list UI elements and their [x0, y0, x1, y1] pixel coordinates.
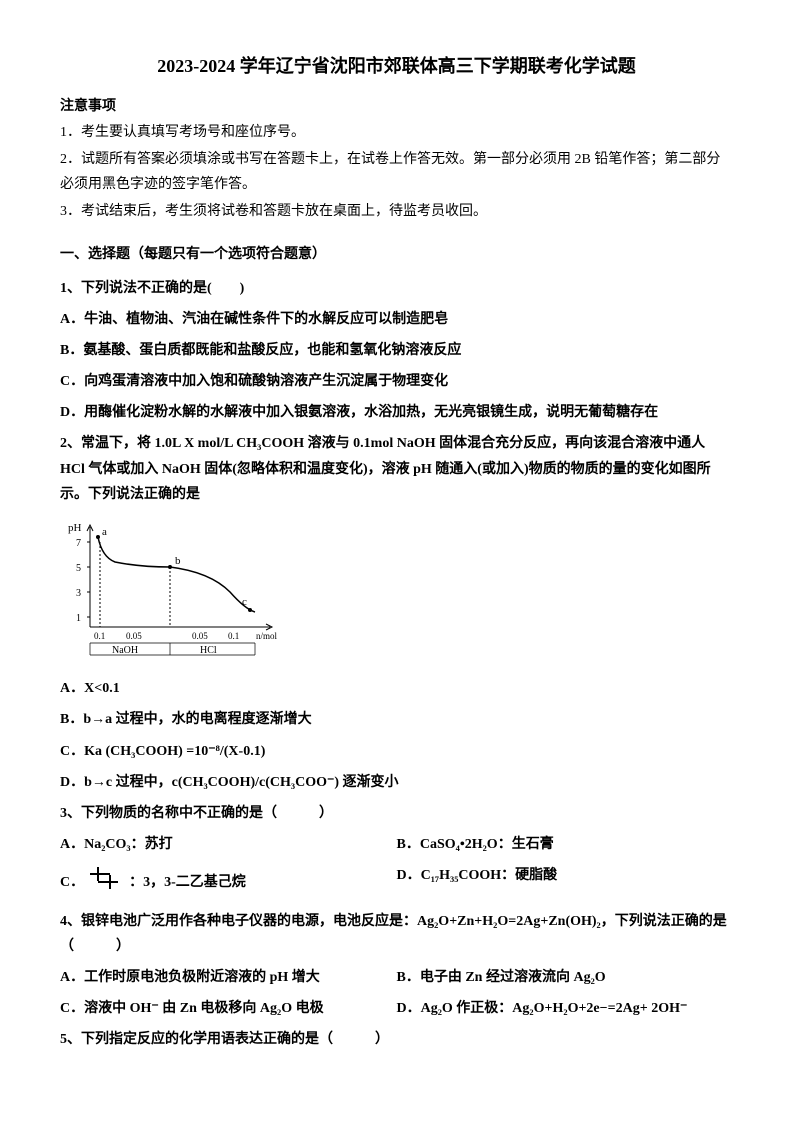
notice-header: 注意事项 — [60, 94, 733, 119]
svg-text:c: c — [242, 596, 247, 608]
q3-option-b: B．CaSO₄•2H₂O：生石膏 — [397, 832, 734, 857]
svg-text:HCl: HCl — [200, 645, 217, 656]
svg-text:0.1: 0.1 — [94, 631, 105, 641]
q2-option-d: D．b→c 过程中，c(CH₃COOH)/c(CH₃COO⁻) 逐渐变小 — [60, 770, 733, 795]
q1-option-d: D．用酶催化淀粉水解的水解液中加入银氨溶液，水浴加热，无光亮银镜生成，说明无葡萄… — [60, 400, 733, 425]
q3-c-suffix: ：3，3-二乙基己烷 — [129, 875, 246, 890]
svg-text:NaOH: NaOH — [112, 645, 138, 656]
svg-text:3: 3 — [76, 588, 81, 599]
q4-option-a: A．工作时原电池负极附近溶液的 pH 增大 — [60, 965, 397, 990]
svg-text:5: 5 — [76, 563, 81, 574]
q3-stem: 3、下列物质的名称中不正确的是（ ） — [60, 801, 733, 826]
q4-stem: 4、银锌电池广泛用作各种电子仪器的电源，电池反应是：Ag₂O+Zn+H₂O=2A… — [60, 909, 733, 959]
q2-option-a: A．X<0.1 — [60, 676, 733, 701]
q3-option-a: A．Na₂CO₃：苏打 — [60, 832, 397, 857]
svg-text:1: 1 — [76, 613, 81, 624]
q2-chart: pH 7 5 3 1 a b c 0.1 0.05 0.05 0.1 n/mol — [60, 517, 733, 666]
svg-text:0.1: 0.1 — [228, 631, 239, 641]
notice-item-1: 1．考生要认真填写考场号和座位序号。 — [60, 120, 733, 145]
q4-option-b: B．电子由 Zn 经过溶液流向 Ag₂O — [397, 965, 734, 990]
exam-title: 2023-2024 学年辽宁省沈阳市郊联体高三下学期联考化学试题 — [60, 50, 733, 82]
q5-stem: 5、下列指定反应的化学用语表达正确的是（ ） — [60, 1027, 733, 1052]
q2-stem: 2、常温下，将 1.0L X mol/L CH₃COOH 溶液与 0.1mol … — [60, 431, 733, 507]
q2-option-b: B．b→a 过程中，水的电离程度逐渐增大 — [60, 707, 733, 732]
q3-option-c: C． ：3，3-二乙基己烷 — [60, 863, 397, 902]
q1-stem: 1、下列说法不正确的是( ) — [60, 276, 733, 301]
molecule-structure-icon — [88, 863, 122, 902]
q3-option-d: D．C₁₇H₃₅COOH：硬脂酸 — [397, 863, 734, 902]
q1-option-b: B．氨基酸、蛋白质都既能和盐酸反应，也能和氢氧化钠溶液反应 — [60, 338, 733, 363]
svg-text:0.05: 0.05 — [126, 631, 142, 641]
q2-option-c: C．Ka (CH₃COOH) =10⁻⁸/(X-0.1) — [60, 739, 733, 764]
notice-item-2: 2．试题所有答案必须填涂或书写在答题卡上，在试卷上作答无效。第一部分必须用 2B… — [60, 147, 733, 197]
svg-text:7: 7 — [76, 538, 81, 549]
svg-text:n/mol: n/mol — [256, 631, 278, 641]
svg-text:a: a — [102, 526, 107, 538]
notice-item-3: 3．考试结束后，考生须将试卷和答题卡放在桌面上，待监考员收回。 — [60, 199, 733, 224]
svg-text:0.05: 0.05 — [192, 631, 208, 641]
q4-option-c: C．溶液中 OH⁻ 由 Zn 电极移向 Ag₂O 电极 — [60, 996, 397, 1021]
section-1-header: 一、选择题（每题只有一个选项符合题意） — [60, 242, 733, 267]
svg-text:pH: pH — [68, 522, 82, 534]
q3-c-prefix: C． — [60, 875, 84, 890]
q1-option-c: C．向鸡蛋清溶液中加入饱和硫酸钠溶液产生沉淀属于物理变化 — [60, 369, 733, 394]
svg-text:b: b — [175, 555, 181, 567]
ph-curve-chart: pH 7 5 3 1 a b c 0.1 0.05 0.05 0.1 n/mol — [60, 517, 280, 657]
q1-option-a: A．牛油、植物油、汽油在碱性条件下的水解反应可以制造肥皂 — [60, 307, 733, 332]
q4-option-d: D．Ag₂O 作正极：Ag₂O+H₂O+2e−=2Ag+ 2OH⁻ — [397, 996, 734, 1021]
